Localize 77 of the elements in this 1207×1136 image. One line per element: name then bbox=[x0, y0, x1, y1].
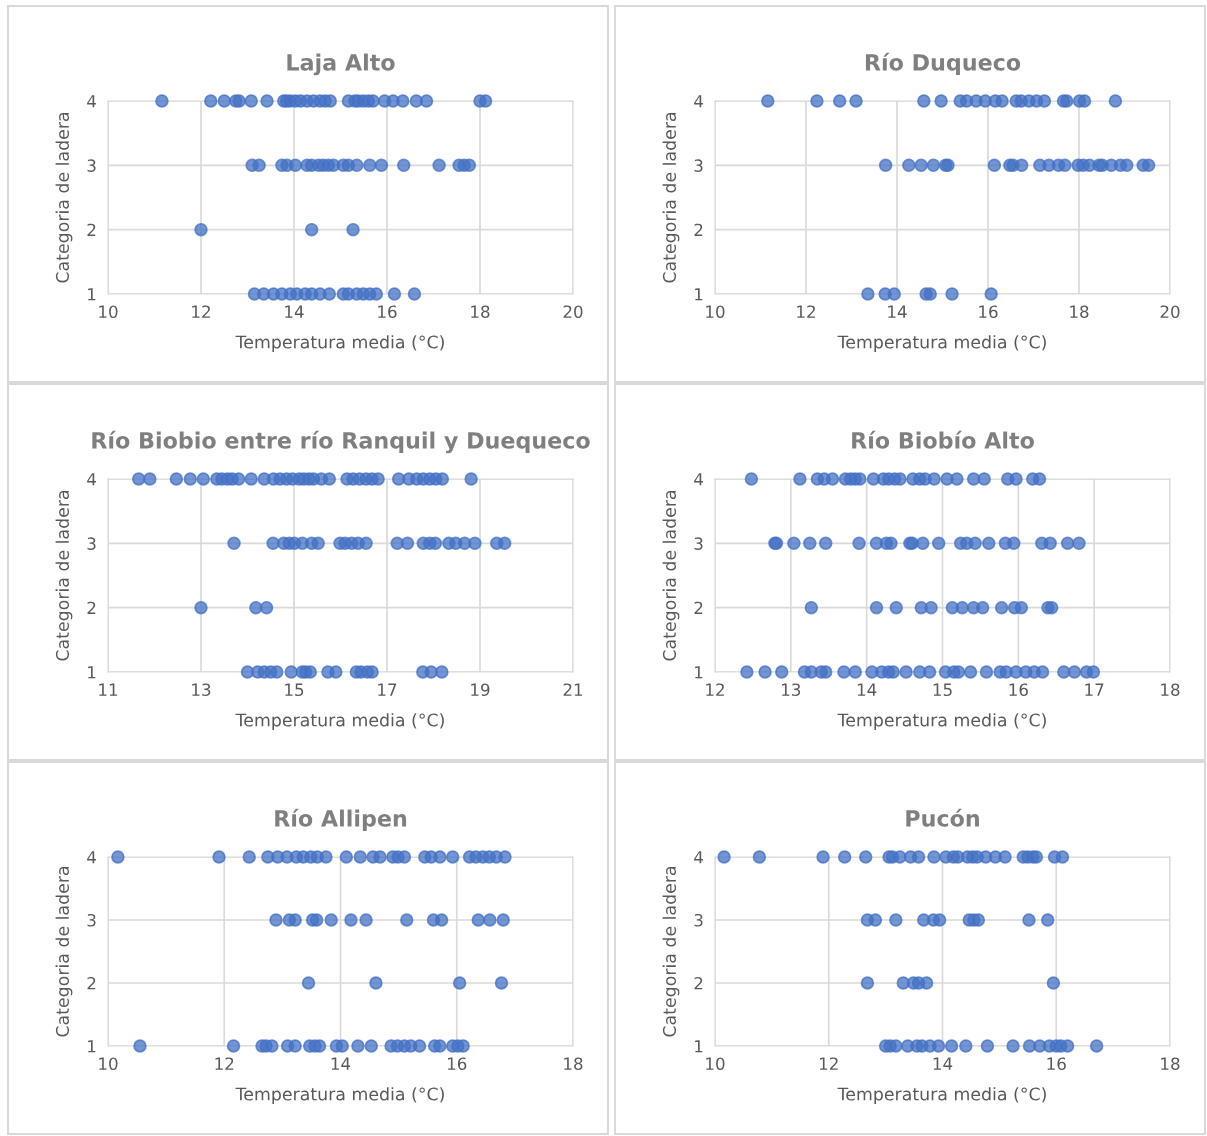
x-tick-label: 16 bbox=[1047, 1057, 1066, 1071]
chart-title: Río Duqueco bbox=[865, 52, 1021, 76]
x-tick-label: 18 bbox=[1161, 1057, 1180, 1071]
x-tick-label: 19 bbox=[471, 683, 490, 697]
y-tick-label: 3 bbox=[87, 537, 96, 550]
x-tick-label: 13 bbox=[192, 683, 211, 697]
x-tick-label: 14 bbox=[857, 683, 877, 696]
y-tick-label: 2 bbox=[694, 601, 703, 614]
x-tick-label: 10 bbox=[99, 305, 118, 319]
y-tick-label: 2 bbox=[694, 976, 703, 990]
y-tick-label: 2 bbox=[87, 601, 96, 614]
x-tick-label: 14 bbox=[888, 305, 907, 318]
y-axis-title: Categoria de ladera bbox=[662, 112, 680, 283]
y-tick-label: 4 bbox=[694, 95, 703, 108]
x-tick-label: 12 bbox=[706, 683, 724, 696]
x-tick-label: 10 bbox=[99, 1057, 118, 1071]
x-tick-label: 14 bbox=[331, 1057, 351, 1070]
y-tick-label: 4 bbox=[694, 473, 703, 486]
x-tick-label: 10 bbox=[706, 1057, 725, 1071]
x-axis-title: Temperatura media (°C) bbox=[235, 335, 444, 352]
chart-title: Río Biobio entre río Ranquil y Duequeco bbox=[92, 430, 590, 454]
x-axis-title: Temperatura media (°C) bbox=[235, 713, 444, 730]
x-tick-label: 18 bbox=[1161, 683, 1180, 697]
x-tick-label: 17 bbox=[1085, 683, 1104, 696]
x-tick-label: 11 bbox=[99, 683, 118, 696]
y-tick-label: 3 bbox=[694, 159, 703, 172]
x-tick-label: 12 bbox=[797, 305, 815, 318]
x-axis-title: Temperatura media (°C) bbox=[235, 1087, 444, 1104]
y-tick-label: 4 bbox=[87, 851, 96, 864]
y-axis-title: Categoria de ladera bbox=[55, 490, 73, 661]
x-tick-label: 13 bbox=[782, 683, 801, 697]
x-tick-label: 16 bbox=[447, 1057, 467, 1071]
x-tick-label: 12 bbox=[192, 305, 210, 318]
chart-title: Río Allipen bbox=[275, 808, 407, 832]
chart-title: Río Biobío Alto bbox=[852, 430, 1034, 449]
x-tick-label: 12 bbox=[819, 1057, 838, 1070]
y-tick-label: 3 bbox=[87, 913, 96, 927]
y-axis-title: Categoria de ladera bbox=[662, 866, 680, 1037]
chart-title: Pucón bbox=[906, 808, 979, 827]
x-tick-label: 18 bbox=[1070, 305, 1089, 319]
x-tick-label: 14 bbox=[933, 1057, 953, 1070]
chart-title: Laja Alto bbox=[287, 53, 395, 76]
x-tick-label: 16 bbox=[979, 305, 998, 319]
x-tick-label: 17 bbox=[378, 683, 397, 696]
x-tick-label: 20 bbox=[1160, 305, 1180, 319]
y-tick-label: 4 bbox=[87, 95, 96, 108]
y-axis-title: Categoria de ladera bbox=[55, 112, 73, 283]
x-tick-label: 12 bbox=[215, 1057, 234, 1070]
x-tick-label: 16 bbox=[1009, 683, 1028, 697]
y-tick-label: 1 bbox=[695, 288, 703, 301]
y-tick-label: 1 bbox=[88, 288, 96, 301]
x-tick-label: 20 bbox=[563, 305, 583, 319]
x-tick-label: 21 bbox=[563, 683, 583, 696]
x-axis-title: Temperatura media (°C) bbox=[837, 713, 1046, 730]
y-tick-label: 4 bbox=[87, 473, 96, 486]
x-tick-label: 15 bbox=[933, 683, 952, 697]
x-tick-label: 10 bbox=[706, 305, 725, 319]
y-axis-title: Categoria de ladera bbox=[662, 490, 680, 661]
x-tick-label: 18 bbox=[471, 305, 490, 319]
y-tick-label: 4 bbox=[694, 851, 703, 864]
x-tick-label: 18 bbox=[564, 1057, 583, 1071]
y-tick-label: 3 bbox=[694, 537, 703, 550]
y-tick-label: 2 bbox=[694, 223, 703, 236]
y-axis-title: Categoria de ladera bbox=[55, 866, 73, 1037]
x-tick-label: 15 bbox=[285, 683, 304, 697]
y-tick-label: 1 bbox=[88, 1040, 96, 1053]
y-tick-label: 1 bbox=[695, 1040, 703, 1053]
x-axis-title: Temperatura media (°C) bbox=[837, 335, 1046, 352]
y-tick-label: 3 bbox=[87, 159, 96, 172]
y-tick-label: 3 bbox=[694, 913, 703, 927]
y-tick-label: 1 bbox=[695, 666, 703, 679]
y-tick-label: 1 bbox=[88, 666, 96, 679]
x-tick-label: 16 bbox=[378, 305, 397, 319]
x-axis-title: Temperatura media (°C) bbox=[837, 1087, 1046, 1104]
y-tick-label: 2 bbox=[87, 223, 96, 236]
y-tick-label: 2 bbox=[87, 976, 96, 990]
x-tick-label: 14 bbox=[285, 305, 304, 318]
